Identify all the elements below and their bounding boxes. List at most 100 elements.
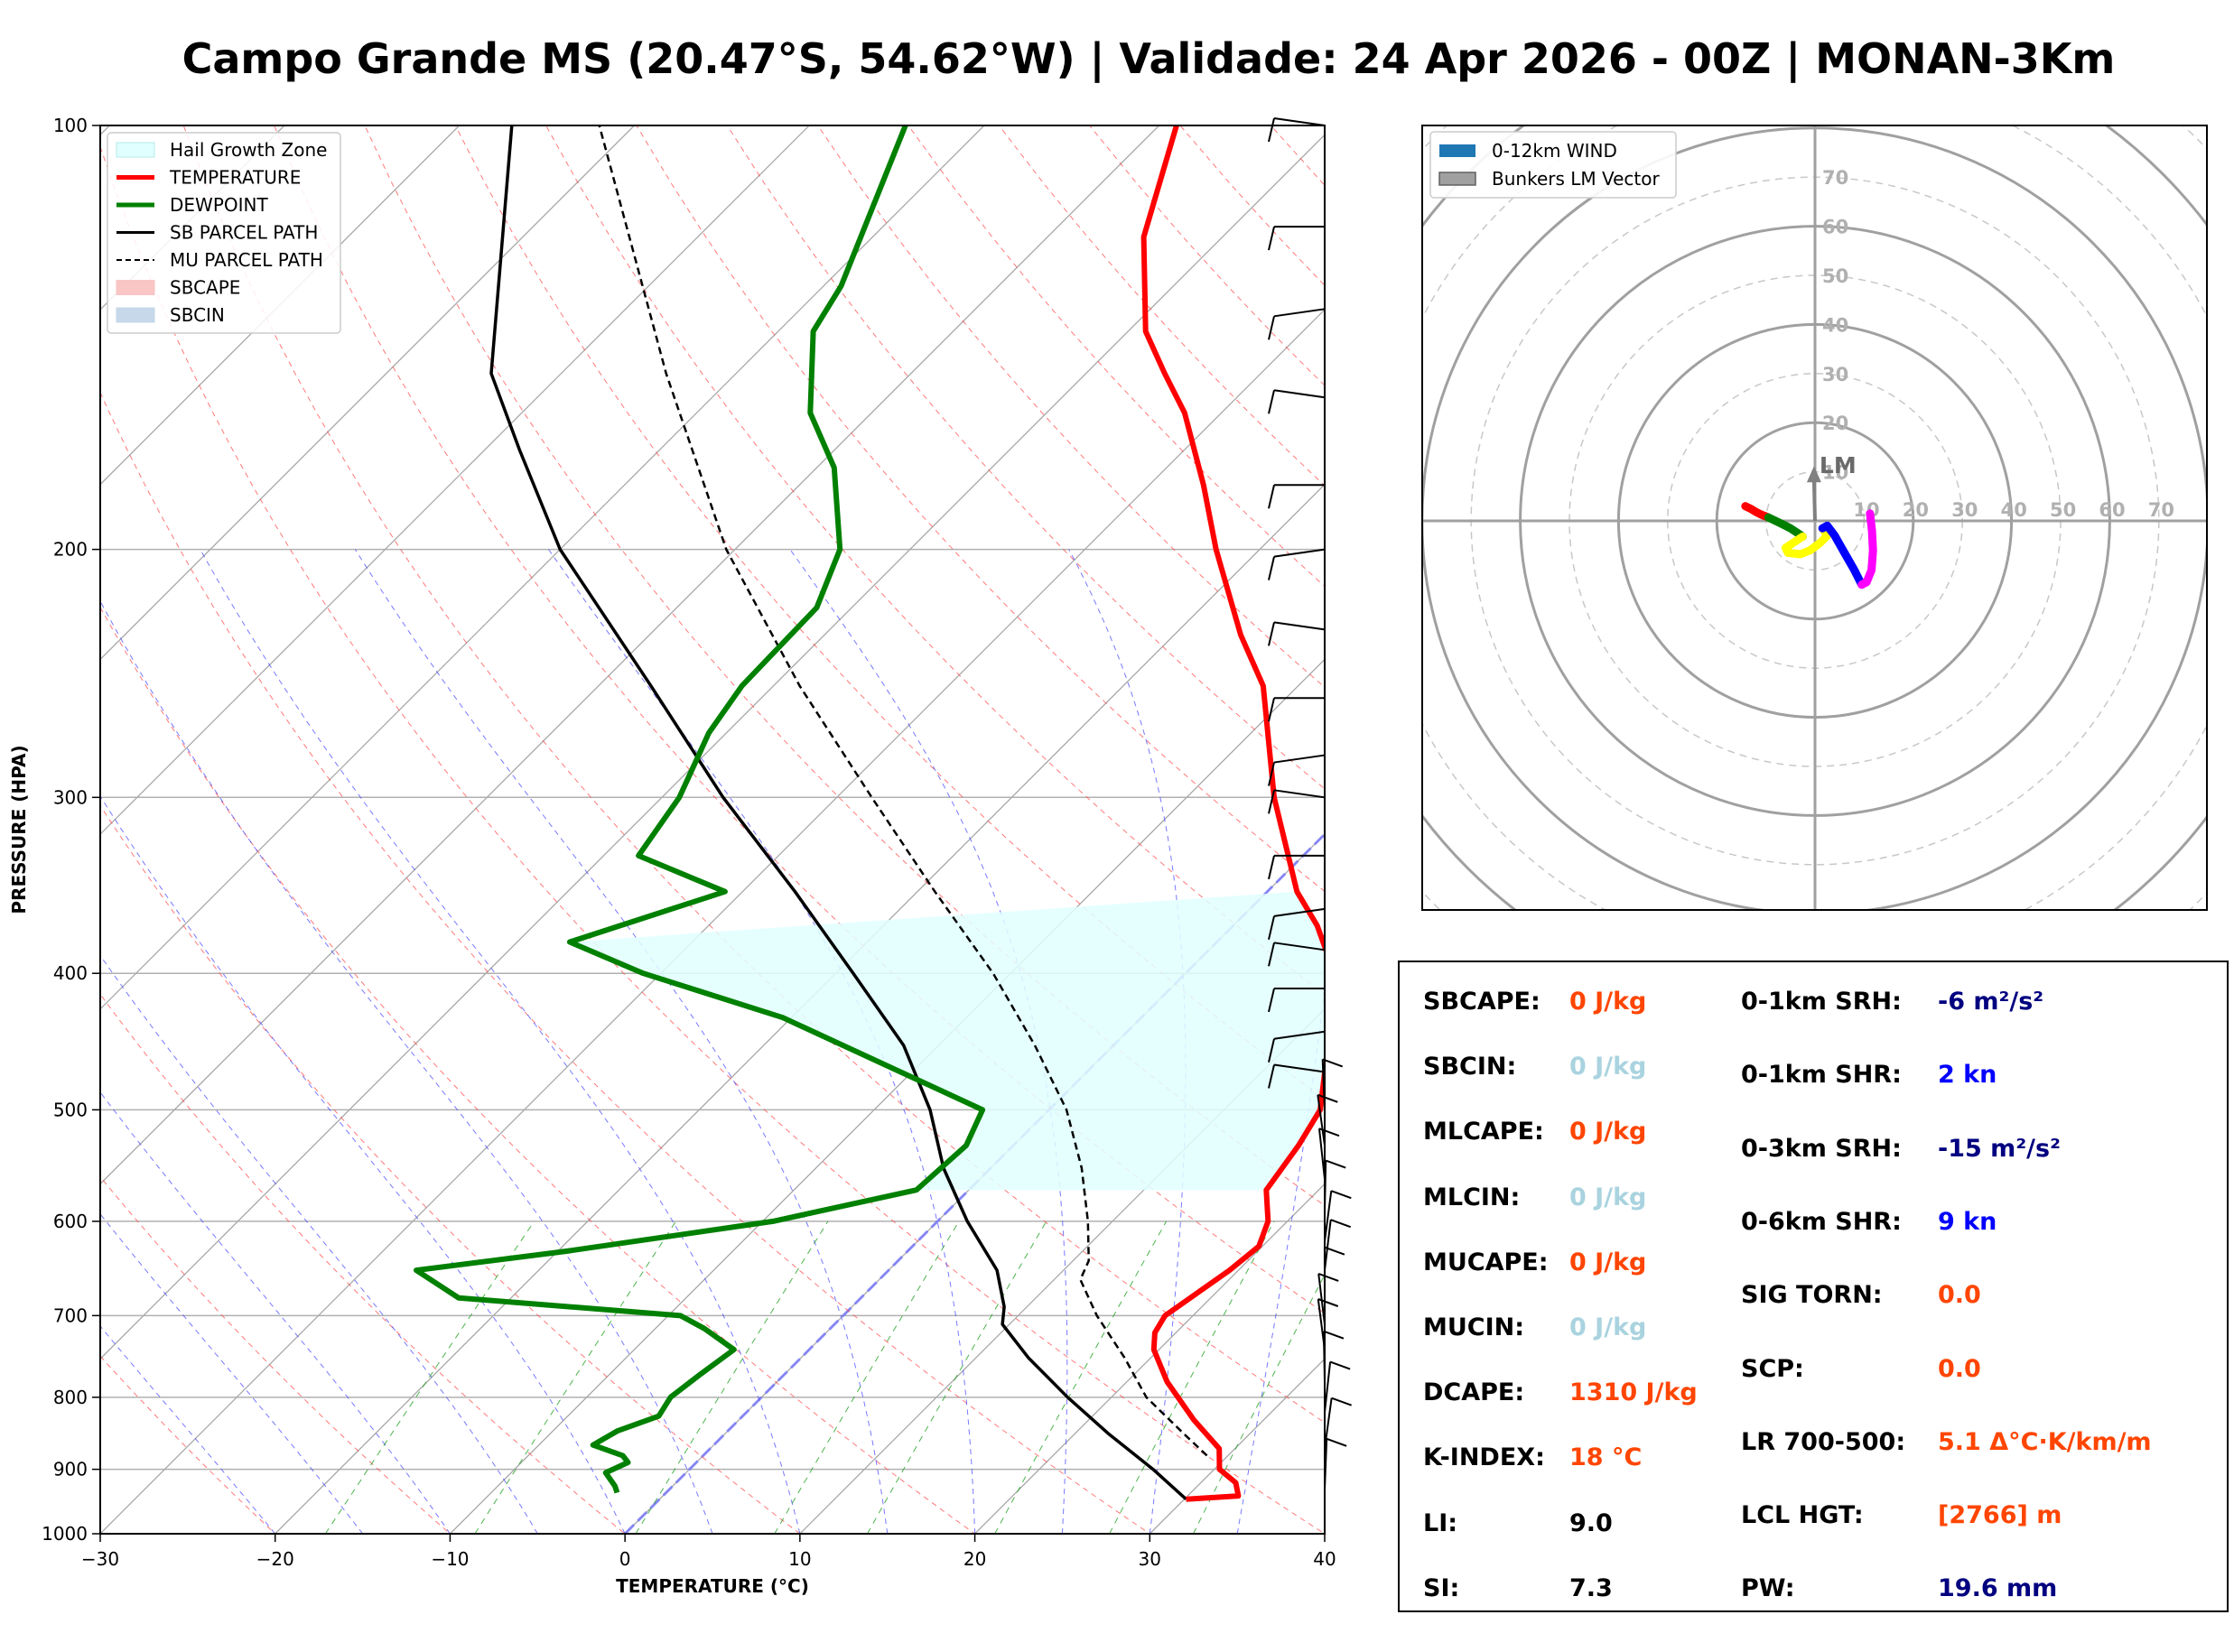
y-tick-label: 200: [53, 539, 88, 561]
wind-barb-staff: [1324, 1361, 1332, 1413]
y-tick-label: 1000: [42, 1523, 88, 1545]
isotherm-line: [275, 483, 1325, 1534]
param-value: 5.1 Δ°C·K/km/m: [1938, 1427, 2152, 1456]
param-value: 0.0: [1938, 1354, 1981, 1383]
dry-adiabat-line: [100, 1355, 276, 1534]
y-axis-label: PRESSURE (HPA): [8, 745, 30, 914]
skewt-background-lines: [100, 125, 1325, 1534]
hodograph-ring-label: 70: [2148, 499, 2174, 521]
wind-barb-staff: [1273, 117, 1326, 126]
wind-barb-staff: [1273, 389, 1326, 399]
parameters-panel: SBCAPE: 0 J/kg SBCIN: 0 J/kg MLCAPE: 0 J/kg ML…: [1398, 961, 2229, 1612]
legend-label: SBCIN: [170, 304, 225, 326]
wind-barb-staff: [1273, 621, 1326, 631]
hodograph-ring-label: 70: [1822, 167, 1848, 189]
dry-adiabat-line: [545, 125, 1325, 996]
wind-barb-staff: [1273, 1063, 1326, 1073]
wind-barb-flag: [1268, 988, 1275, 1013]
dry-adiabat-line: [636, 125, 1325, 893]
dry-adiabat-line: [817, 125, 1325, 688]
wind-barb-staff: [1321, 1059, 1326, 1110]
wind-barb-staff: [1273, 907, 1326, 917]
param-value: 0 J/kg: [1569, 1183, 1647, 1211]
wind-barb-staff: [1273, 942, 1326, 951]
param-value: 0 J/kg: [1569, 1053, 1647, 1081]
hodograph-background: [1422, 125, 2207, 910]
param-label: LCL HGT:: [1741, 1501, 1864, 1530]
hail-growth-zone: [569, 891, 1325, 1191]
y-tick-label: 400: [53, 962, 88, 984]
legend-box: [107, 132, 341, 334]
hodograph-ring: [1667, 373, 1963, 669]
y-tick-label: 800: [53, 1387, 88, 1408]
wind-barb-flag: [1268, 697, 1275, 722]
wind-barb-flag: [1326, 1437, 1347, 1447]
isotherm-line: [100, 125, 1160, 1185]
hodograph-ring-label: 50: [2050, 499, 2076, 521]
hodograph-ring: [1225, 0, 2234, 1110]
hodograph-segment: [1741, 502, 1773, 522]
hodograph-ring-label: 60: [2099, 499, 2125, 521]
skewt-chart: −30 −20 −10 0 10 20 30 40 1000 900 800 700 600 500 400…: [8, 115, 1352, 1597]
param-value: 19.6 mm: [1938, 1574, 2058, 1603]
wind-barb-flag: [1268, 1064, 1275, 1089]
x-tick-label: 0: [619, 1548, 631, 1570]
isotherm-line: [100, 125, 461, 486]
hodograph-ring-label: 40: [1822, 314, 1848, 336]
moist-adiabat-line: [200, 549, 801, 1534]
param-label: SBCIN:: [1423, 1053, 1517, 1081]
y-tick-label: 300: [53, 786, 88, 808]
hodograph-ring-label: 50: [1822, 265, 1848, 287]
isotherm-line: [100, 134, 1325, 1360]
isotherm-line: [100, 125, 635, 661]
x-tick-label: 40: [1313, 1548, 1336, 1570]
hodograph-frame: [1421, 125, 2208, 911]
sb-parcel-line: [489, 125, 1187, 1500]
param-value: 7.3: [1569, 1573, 1613, 1602]
skewt-axes: −30 −20 −10 0 10 20 30 40 1000 900 800 700 600 500 400…: [8, 115, 1336, 1597]
legend-swatch: [116, 280, 155, 295]
dry-adiabat-line: [726, 125, 1325, 790]
legend-swatch: [116, 307, 155, 323]
wind-barb-flag: [1268, 556, 1275, 580]
wind-barb-flag: [1268, 390, 1275, 414]
param-value: -6 m²/s²: [1938, 988, 2044, 1016]
hodograph-ring: [1470, 176, 2160, 866]
dry-adiabat-line: [998, 125, 1325, 487]
x-axis-label: TEMPERATURE (°C): [616, 1575, 809, 1597]
param-value: [2766] m: [1938, 1501, 2062, 1530]
y-tick-label: 600: [53, 1211, 88, 1232]
param-label: SIG TORN:: [1741, 1281, 1883, 1310]
wind-barb-staff: [1322, 1331, 1326, 1382]
wind-barb-flag: [1323, 1330, 1345, 1340]
legend-label: Bunkers LM Vector: [1492, 168, 1661, 190]
bunkers-lm-arrowhead: [1806, 466, 1821, 483]
hodograph-ring: [1422, 125, 2207, 910]
dewpoint-line: [414, 125, 986, 1494]
param-value: 0.0: [1938, 1281, 1981, 1310]
wind-barb-flag: [1268, 855, 1275, 880]
hodograph-ring: [1616, 322, 2014, 719]
legend-label: DEWPOINT: [170, 194, 268, 216]
mixing-ratio-line: [867, 1220, 1047, 1534]
legend-label: SBCAPE: [170, 277, 240, 299]
dry-adiabat-line: [1089, 125, 1325, 386]
param-value: -15 m²/s²: [1938, 1134, 2061, 1163]
legend-box: [1429, 131, 1677, 199]
x-tick-label: 30: [1139, 1548, 1161, 1570]
legend-label: Hail Growth Zone: [170, 139, 327, 161]
hodograph-ring-label: 10: [1822, 462, 1848, 484]
wind-barb-flag: [1331, 1397, 1352, 1406]
param-value: 1310 J/kg: [1569, 1378, 1698, 1407]
legend-swatch: [1439, 144, 1475, 157]
wind-barb-staff: [1273, 308, 1326, 318]
param-value: 9.0: [1569, 1508, 1613, 1537]
y-tick-label: 500: [53, 1099, 88, 1120]
wind-barb-flag: [1317, 1298, 1339, 1307]
param-label: SCP:: [1741, 1354, 1804, 1383]
param-value: 0 J/kg: [1569, 988, 1647, 1016]
dry-adiabat-line: [100, 1175, 451, 1534]
param-label: 0-6km SHR:: [1741, 1207, 1902, 1236]
hodograph-ring-label: 10: [1853, 499, 1879, 521]
param-label: SI:: [1423, 1573, 1460, 1602]
